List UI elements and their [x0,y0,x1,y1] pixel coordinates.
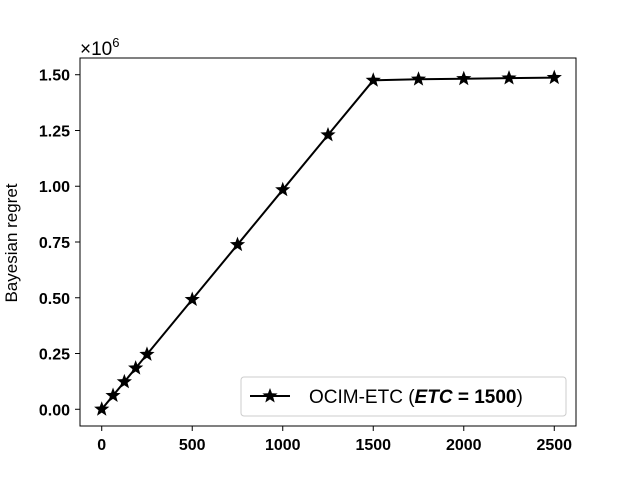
legend: OCIM-ETC (ETC = 1500) [240,376,567,417]
data-point-star [94,401,110,416]
ticks: 0 500 1000 1500 2000 2500 0.00 0.25 0.50 0.75 1.00… [39,68,572,454]
axes-frame [79,57,577,427]
x-tick-label: 500 [179,437,206,454]
plot-area [94,69,562,416]
y-tick-label: 0.50 [39,291,70,308]
legend-label-part-3: = 1500 [453,387,517,408]
data-point-star [128,360,144,375]
data-point-star [184,291,200,307]
data-point-star [546,69,562,85]
legend-box [240,376,567,417]
data-point-star [410,71,427,86]
y-tick-label: 1.00 [39,179,70,196]
y-tick-label: 0.25 [39,347,70,364]
data-point-star [105,387,121,403]
y-axis-multiplier-exponent: 6 [112,35,119,50]
data-point-star [456,70,472,86]
legend-label-part-2: ETC [415,387,453,408]
x-tick-label: 0 [97,437,106,454]
legend-label-part-4: ) [516,387,522,408]
x-tick-label: 1500 [355,437,391,454]
x-tick-label: 2500 [536,437,572,454]
y-tick-label: 1.50 [39,68,70,85]
data-point-star [320,126,336,142]
legend-star-marker [262,388,278,403]
y-tick-label: 1.25 [39,123,70,140]
data-point-star [116,373,132,389]
x-tick-label: 2000 [446,437,482,454]
y-axis-multiplier: ×106 [80,35,119,60]
y-tick-label: 0.75 [39,235,70,252]
data-point-star [229,236,246,252]
data-point-star [275,181,291,197]
data-point-star [501,70,517,85]
legend-label: OCIM-ETC (ETC = 1500) [309,387,523,408]
y-axis-label: Bayesian regret [2,183,21,302]
data-point-star [139,346,155,361]
legend-label-part-1: OCIM-ETC ( [309,387,415,408]
y-tick-label: 0.00 [39,402,70,419]
y-axis-multiplier-base: ×10 [80,39,112,60]
data-point-star [365,72,381,87]
x-tick-label: 1000 [265,437,301,454]
